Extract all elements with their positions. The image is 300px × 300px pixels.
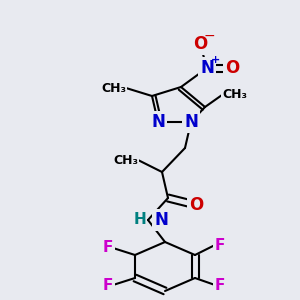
Text: O: O [225, 59, 239, 77]
Text: CH₃: CH₃ [101, 82, 126, 94]
Text: N: N [184, 113, 198, 131]
Text: H: H [133, 212, 146, 227]
Text: +: + [210, 55, 220, 65]
Text: F: F [215, 238, 225, 253]
Text: N: N [200, 59, 214, 77]
Text: F: F [103, 241, 113, 256]
Text: −: − [203, 29, 215, 43]
Text: F: F [215, 278, 225, 292]
Text: O: O [193, 35, 207, 53]
Text: F: F [103, 278, 113, 292]
Text: O: O [189, 196, 203, 214]
Text: CH₃: CH₃ [222, 88, 247, 101]
Text: CH₃: CH₃ [113, 154, 138, 166]
Text: N: N [151, 113, 165, 131]
Text: N: N [154, 211, 168, 229]
